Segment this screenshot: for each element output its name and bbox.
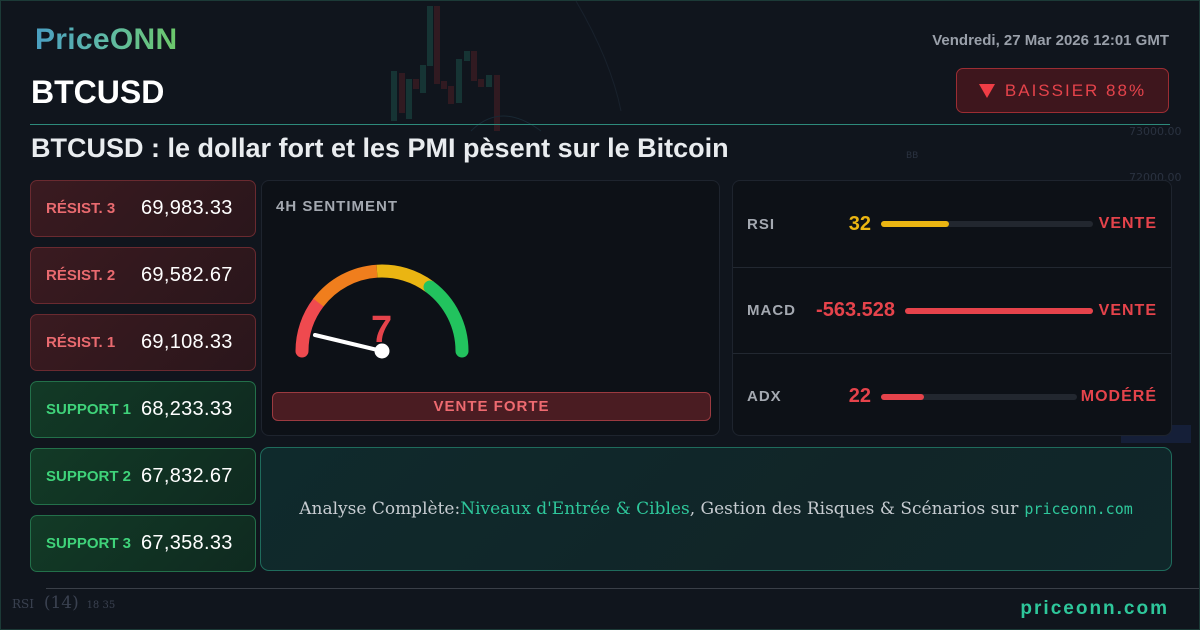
- sentiment-verdict: VENTE FORTE: [272, 392, 711, 421]
- indicator-value: -563.528: [816, 299, 895, 321]
- adx-bar-fill: [881, 393, 925, 400]
- macd-bar-fill: [905, 307, 1093, 314]
- sentiment-panel: 4H SENTIMENT 7 VENTE FORTE: [261, 180, 720, 436]
- indicator-name: RSI: [747, 215, 776, 233]
- indicator-value: 32: [848, 212, 871, 235]
- sentiment-gauge-icon: [295, 264, 469, 359]
- rsi-values: 18 35: [86, 600, 116, 611]
- support-1: SUPPORT 1 68,233.33: [30, 381, 256, 438]
- price-axis-label: 73000.00: [1129, 125, 1182, 138]
- level-value: 69,983.33: [141, 197, 233, 219]
- bearish-badge: BAISSIER 88%: [956, 68, 1169, 113]
- indicator-macd: MACD -563.528 VENTE: [733, 267, 1171, 353]
- cta-site-link[interactable]: priceonn.com: [1024, 500, 1133, 518]
- cta-middle: , Gestion des Risques & Scénarios sur: [689, 499, 1019, 519]
- support-2: SUPPORT 2 67,832.67: [30, 448, 256, 505]
- indicator-adx: ADX 22 MODÉRÉ: [733, 353, 1171, 439]
- cta-highlight: Niveaux d'Entrée & Cibles: [460, 499, 690, 519]
- level-value: 68,233.33: [141, 398, 233, 420]
- down-triangle-icon: [978, 83, 995, 98]
- rsi-bar: [881, 221, 1093, 227]
- sentiment-score: 7: [371, 309, 393, 351]
- support-3: SUPPORT 3 67,358.33: [30, 515, 256, 572]
- badge-label: BAISSIER 88%: [1004, 80, 1147, 100]
- resistance-2: RÉSIST. 2 69,582.67: [30, 247, 256, 304]
- resistance-3: RÉSIST. 3 69,983.33: [30, 180, 256, 237]
- level-value: 67,832.67: [141, 465, 233, 487]
- indicator-signal: VENTE: [1098, 215, 1157, 232]
- level-label: RÉSIST. 1: [46, 334, 116, 351]
- level-label: SUPPORT 1: [46, 401, 132, 418]
- footer-divider: [46, 588, 1199, 589]
- indicator-signal: VENTE: [1098, 301, 1157, 319]
- full-analysis-cta[interactable]: Analyse Complète: Niveaux d'Entrée & Cib…: [260, 447, 1172, 571]
- level-label: SUPPORT 2: [46, 468, 132, 485]
- indicator-signal: MODÉRÉ: [1080, 387, 1157, 405]
- background-rsi-label: RSI (14) 18 35: [12, 593, 115, 613]
- priceonn-logo: PriceONN: [35, 23, 178, 56]
- level-label: RÉSIST. 2: [46, 267, 116, 284]
- level-value: 67,358.33: [141, 532, 233, 554]
- indicators-panel: RSI 32 VENTE MACD -563.528 VENTE ADX 22 …: [732, 180, 1172, 436]
- adx-bar: [881, 393, 1077, 400]
- level-value: 69,108.33: [141, 331, 233, 353]
- sentiment-title: 4H SENTIMENT: [276, 198, 399, 215]
- resistance-1: RÉSIST. 1 69,108.33: [30, 314, 256, 371]
- level-label: SUPPORT 3: [46, 535, 132, 552]
- header-divider: [30, 124, 1170, 125]
- macd-bar: [905, 307, 1093, 314]
- rsi-period: (14): [43, 593, 79, 613]
- indicator-name: MACD: [747, 302, 796, 319]
- level-label: RÉSIST. 3: [46, 200, 116, 217]
- symbol-title: BTCUSD: [31, 74, 165, 110]
- rsi-label: RSI: [12, 597, 34, 611]
- cta-prefix: Analyse Complète:: [299, 499, 461, 519]
- footer-site-link[interactable]: priceonn.com: [1020, 598, 1169, 619]
- indicator-name: ADX: [747, 388, 782, 405]
- rsi-bar-fill: [881, 221, 949, 227]
- timestamp: Vendredi, 27 Mar 2026 12:01 GMT: [932, 32, 1169, 49]
- bb-label: BB: [906, 151, 919, 161]
- indicator-value: 22: [848, 385, 871, 407]
- indicator-rsi: RSI 32 VENTE: [733, 181, 1171, 267]
- headline: BTCUSD : le dollar fort et les PMI pèsen…: [31, 133, 729, 163]
- level-value: 69,582.67: [141, 264, 233, 286]
